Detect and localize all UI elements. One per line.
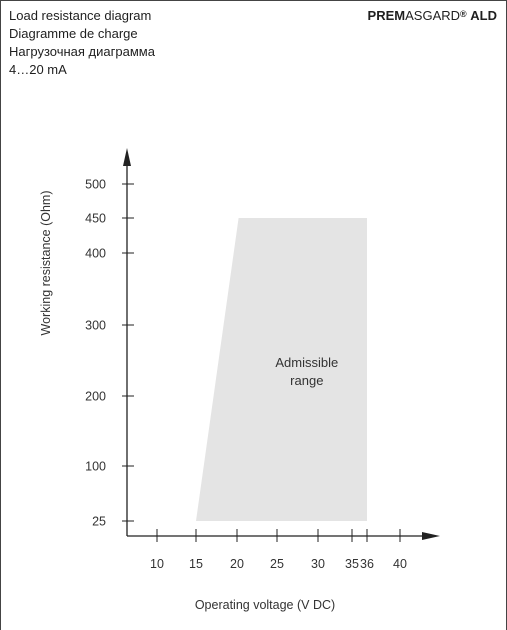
registered-mark: ® <box>460 9 467 19</box>
signal-range: 4…20 mA <box>9 62 67 77</box>
x-tick-label-30: 30 <box>311 557 325 571</box>
y-tick-label-450: 450 <box>85 212 106 226</box>
y-axis-arrow <box>123 148 131 166</box>
title-french: Diagramme de charge <box>9 26 138 41</box>
y-tick-label-300: 300 <box>85 319 106 333</box>
x-tick-label-15: 15 <box>189 557 203 571</box>
x-tick-label-25: 25 <box>270 557 284 571</box>
x-tick-label-35: 35 <box>345 557 359 571</box>
y-tick-label-25: 25 <box>92 515 106 529</box>
x-tick-label-20: 20 <box>230 557 244 571</box>
header-block: Load resistance diagram Diagramme de cha… <box>9 7 155 79</box>
x-tick-label-40: 40 <box>393 557 407 571</box>
admissible-region <box>196 218 367 521</box>
x-tick-label-10: 10 <box>150 557 164 571</box>
y-tick-label-400: 400 <box>85 247 106 261</box>
y-tick-label-100: 100 <box>85 460 106 474</box>
x-axis-title: Operating voltage (V DC) <box>195 598 335 612</box>
title-russian: Нагрузочная диаграмма <box>9 44 155 59</box>
region-label-line-1: range <box>290 373 323 388</box>
y-tick-label-200: 200 <box>85 390 106 404</box>
brand-logo: PREMASGARD® ALD <box>368 7 497 25</box>
x-tick-label-36: 36 <box>360 557 374 571</box>
region-label-line-0: Admissible <box>275 355 338 370</box>
brand-model: ALD <box>470 8 497 23</box>
x-axis-arrow <box>422 532 440 540</box>
y-axis-title: Working resistance (Ohm) <box>39 191 53 336</box>
title-english: Load resistance diagram <box>9 8 152 23</box>
y-tick-label-500: 500 <box>85 178 106 192</box>
brand-prefix: PREM <box>367 8 406 23</box>
brand-name: ASGARD <box>405 8 461 23</box>
